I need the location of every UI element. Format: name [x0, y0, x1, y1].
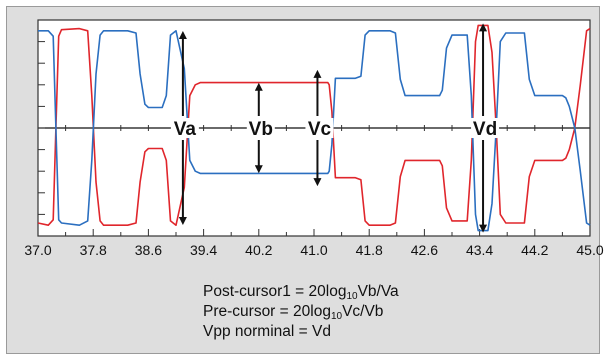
label-backing [170, 118, 199, 138]
x-tick-label: 43.4 [466, 242, 493, 258]
annotation-layer: Va Vb Vc Vd [170, 23, 500, 233]
axes: 37.0 37.8 38.6 39.4 40.2 41.0 41.8 42.6 43.4 44.2… [24, 41, 604, 258]
post-cursor-equation: Post-cursor1 = 20log10Vb/Va [203, 283, 399, 302]
x-tick-label: 37.0 [24, 242, 51, 258]
series-layer [37, 24, 591, 232]
measurement-vd: Vd [471, 23, 500, 233]
vpp-equation: Vpp norminal = Vd [203, 323, 331, 340]
waveform-trace-2 [38, 30, 591, 232]
measurement-vc: Vc [305, 69, 334, 187]
measurement-label: Va [174, 119, 197, 140]
label-backing [246, 118, 275, 138]
measurement-label: Vd [473, 119, 497, 140]
x-tick-label: 41.0 [300, 242, 327, 258]
x-tick-label: 38.6 [135, 242, 162, 258]
measurement-vb: Vb [246, 82, 275, 174]
measurement-label: Vb [249, 119, 273, 140]
label-backing [305, 118, 334, 138]
measurement-label: Vc [308, 119, 332, 140]
x-tick-label: 42.6 [411, 242, 438, 258]
x-tick-label: 37.8 [80, 242, 107, 258]
x-tick-label: 44.2 [521, 242, 548, 258]
label-backing [471, 118, 500, 138]
measurement-va: Va [170, 30, 199, 226]
x-tick-label: 40.2 [245, 242, 272, 258]
x-tick-label: 39.4 [190, 242, 217, 258]
equation-block: Post-cursor1 = 20log10Vb/Va Pre-cursor =… [203, 282, 399, 342]
waveform-trace-1 [37, 24, 591, 226]
x-tick-label: 41.8 [356, 242, 383, 258]
pre-cursor-equation: Pre-cursor = 20log10Vc/Vb [203, 303, 384, 322]
x-tick-label: 45.0 [576, 242, 603, 258]
